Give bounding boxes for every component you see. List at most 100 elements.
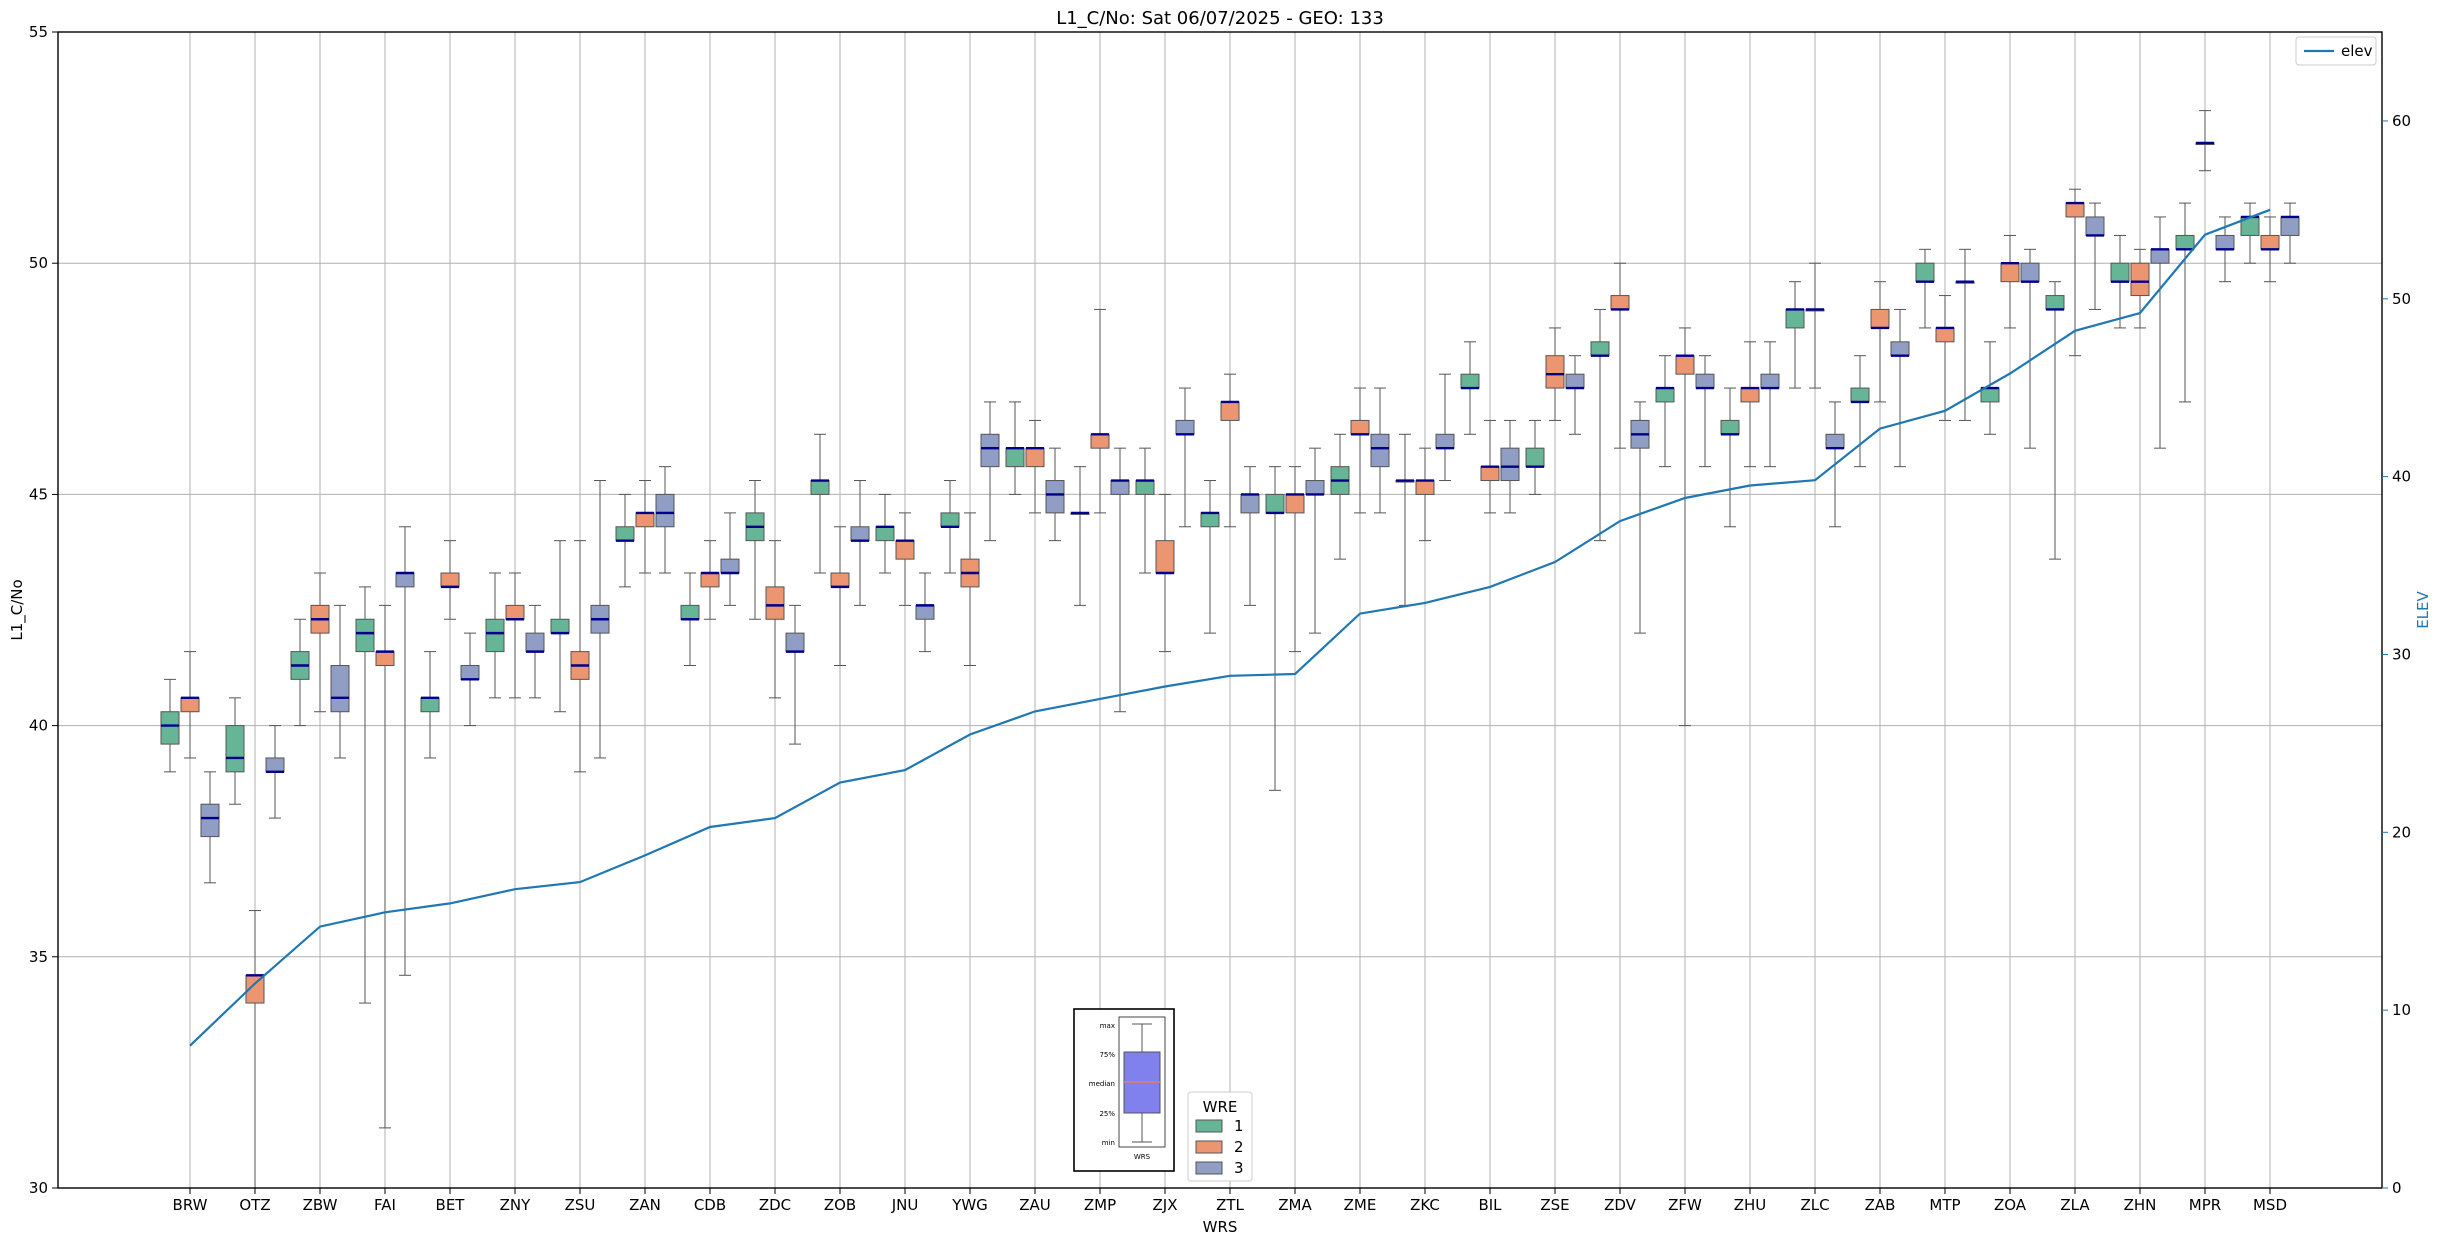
x-tick-label: ZHU — [1734, 1196, 1767, 1214]
box — [785, 632, 805, 653]
box-zse-wre3 — [1565, 355, 1585, 435]
box — [1935, 327, 1955, 343]
box — [1525, 447, 1545, 468]
box-zjx-wre2 — [1155, 493, 1175, 653]
box-zsu-wre1 — [550, 540, 570, 713]
box-zhu-wre1 — [1720, 387, 1740, 528]
key-label-max: max — [1100, 1022, 1115, 1030]
box-series — [160, 110, 2300, 1189]
box — [1740, 387, 1760, 403]
x-tick-label: ZAB — [1865, 1196, 1896, 1214]
boxplot-key: max 75% median 25% min WRS — [1073, 1008, 1175, 1172]
box — [1480, 466, 1500, 482]
box-zlc-wre2 — [1805, 262, 1825, 389]
box-zma-wre3 — [1305, 447, 1325, 634]
box-mtp-wre2 — [1935, 295, 1955, 421]
x-tick-label: ZAN — [629, 1196, 661, 1214]
key-label-q1: 25% — [1099, 1110, 1115, 1118]
elev-line — [189, 208, 2271, 1047]
box — [1850, 387, 1870, 403]
x-tick-label: ZAU — [1019, 1196, 1051, 1214]
box — [2280, 216, 2300, 236]
box — [1590, 341, 1610, 357]
box — [395, 572, 415, 588]
box — [615, 526, 635, 542]
axis-ticks: 30 35 40 45 50 55 0 10 20 30 40 50 60 BRW OTZ ZBW FAI BET… — [29, 23, 2411, 1214]
box-brw-wre3 — [200, 771, 220, 884]
box-zjx-wre1 — [1135, 447, 1155, 574]
box-jnu-wre3 — [915, 572, 935, 653]
y2-tick-label: 60 — [2392, 112, 2411, 130]
box-zdc-wre3 — [785, 604, 805, 745]
y-tick-label: 50 — [29, 254, 48, 272]
y2-tick-label: 10 — [2392, 1001, 2411, 1019]
wre-legend-label-3: 3 — [1234, 1159, 1244, 1177]
x-tick-label: ZMA — [1278, 1196, 1312, 1214]
box — [1350, 419, 1370, 435]
box-zau-wre1 — [1005, 401, 1025, 495]
x-tick-label: ZJX — [1153, 1196, 1178, 1214]
box — [1870, 308, 1890, 329]
box — [1135, 480, 1155, 495]
x-axis-title: WRS — [1203, 1218, 1238, 1236]
box-zan-wre1 — [615, 493, 635, 588]
box-ztl-wre2 — [1220, 373, 1240, 528]
x-tick-label: ZBW — [303, 1196, 338, 1214]
box — [1915, 262, 1935, 283]
box — [875, 526, 895, 542]
line-legend-frame — [2295, 36, 2377, 66]
plot-frame — [57, 31, 2383, 1189]
box-zoa-wre2 — [2000, 234, 2020, 329]
box-ywg-wre2 — [960, 512, 980, 666]
x-tick-label: MTP — [1929, 1196, 1960, 1214]
wre-legend-label-2: 2 — [1234, 1138, 1244, 1156]
x-tick-label: ZKC — [1410, 1196, 1440, 1214]
box-cdb-wre1 — [680, 572, 700, 666]
box-zab-wre1 — [1850, 355, 1870, 468]
y-tick-label: 30 — [29, 1179, 48, 1197]
box — [225, 725, 245, 773]
box-zny-wre2 — [505, 572, 525, 699]
box — [420, 697, 440, 713]
box — [330, 664, 350, 713]
x-tick-label: ZHN — [2124, 1196, 2157, 1214]
y2-tick-label: 0 — [2392, 1179, 2402, 1197]
box-otz-wre3 — [265, 725, 285, 819]
x-tick-label: ZSU — [565, 1196, 596, 1214]
box-zan-wre2 — [635, 480, 655, 574]
box-zhu-wre3 — [1760, 341, 1780, 468]
key-label-min: min — [1102, 1139, 1115, 1147]
box-zsu-wre2 — [570, 540, 590, 773]
box-zse-wre1 — [1525, 419, 1545, 495]
box — [2130, 262, 2150, 297]
x-tick-label: ZOB — [824, 1196, 856, 1214]
box-zfw-wre3 — [1695, 355, 1715, 468]
y-tick-label: 55 — [29, 23, 48, 41]
box — [1240, 493, 1260, 514]
box-zla-wre2 — [2065, 188, 2085, 357]
box — [2215, 234, 2235, 250]
boxplot-key-inner-frame — [1118, 1016, 1166, 1148]
box — [2260, 234, 2280, 250]
y-axis-title: L1_C/No — [8, 579, 27, 640]
box — [1655, 387, 1675, 403]
box-mtp-wre1 — [1915, 248, 1935, 329]
box-fai-wre3 — [395, 526, 415, 976]
line-legend-label: elev — [2341, 42, 2373, 60]
box — [1175, 419, 1195, 435]
x-tick-label: ZNY — [500, 1196, 531, 1214]
box-zkc-wre2 — [1415, 447, 1435, 542]
box-zma-wre1 — [1265, 466, 1285, 791]
box-zob-wre2 — [830, 526, 850, 666]
box-fai-wre2 — [375, 604, 395, 1129]
box — [1610, 295, 1630, 310]
box — [2000, 262, 2020, 283]
box-bil-wre1 — [1460, 341, 1480, 435]
box-zoa-wre3 — [2020, 248, 2040, 449]
box — [1460, 373, 1480, 389]
box-ywg-wre1 — [940, 480, 960, 574]
box — [1980, 387, 2000, 403]
box — [160, 711, 180, 745]
x-tick-label: BIL — [1478, 1196, 1502, 1214]
chart-title: L1_C/No: Sat 06/07/2025 - GEO: 133 — [1056, 8, 1384, 29]
